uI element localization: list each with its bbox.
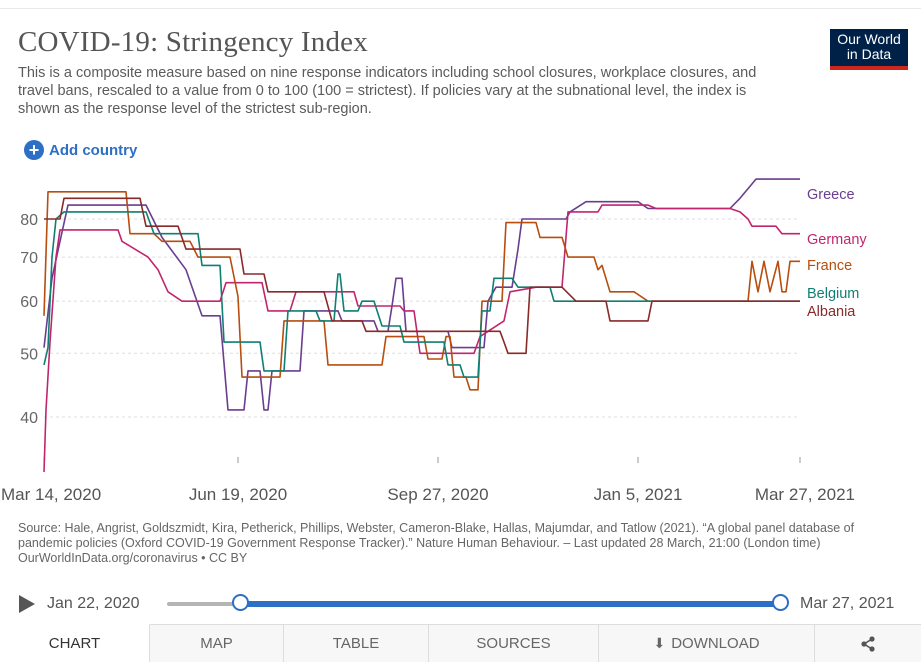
share-icon xyxy=(861,635,875,652)
timeline-end-handle[interactable] xyxy=(772,594,789,611)
axis-layer: 40 50 60 70 80 Mar 14, 2020 Jun 19, 2020 Sep 27… xyxy=(1,212,855,504)
timeline-start-label: Jan 22, 2020 xyxy=(47,595,140,612)
y-tick-label: 50 xyxy=(20,346,38,363)
tab-table[interactable]: TABLE xyxy=(284,625,429,662)
legend-layer: Greece Germany France Belgium Albania xyxy=(807,187,867,320)
series-line-belgium[interactable] xyxy=(43,211,800,378)
logo-line-1: Our World xyxy=(837,31,901,47)
timeline-end-label: Mar 27, 2021 xyxy=(800,595,895,612)
series-line-france[interactable] xyxy=(43,191,800,391)
timeline-track[interactable] xyxy=(167,602,241,606)
x-tick-label: Sep 27, 2020 xyxy=(387,485,488,504)
timeline[interactable]: Jan 22, 2020 Mar 27, 2021 xyxy=(0,590,921,620)
y-tick-label: 70 xyxy=(20,250,38,267)
tab-download[interactable]: ⬇ DOWNLOAD xyxy=(599,625,815,662)
tab-table-label: TABLE xyxy=(332,635,380,652)
x-tick-label: Mar 27, 2021 xyxy=(755,485,855,504)
legend-label-greece[interactable]: Greece xyxy=(807,187,855,203)
logo-line-2: in Data xyxy=(846,46,892,62)
x-tick-label: Jan 5, 2021 xyxy=(594,485,683,504)
series-line-albania[interactable] xyxy=(44,197,800,355)
tab-map[interactable]: MAP xyxy=(150,625,284,662)
share-button[interactable] xyxy=(815,625,921,662)
legend-label-albania[interactable]: Albania xyxy=(807,304,856,320)
chart-subtitle: This is a composite measure based on nin… xyxy=(18,65,757,117)
legend-label-france[interactable]: France xyxy=(807,258,852,274)
y-tick-label: 40 xyxy=(20,410,38,427)
play-icon[interactable] xyxy=(19,595,35,613)
x-tick-label: Jun 19, 2020 xyxy=(189,485,287,504)
source-note: Source: Hale, Angrist, Goldszmidt, Kira,… xyxy=(18,521,878,566)
tab-bar: CHART MAP TABLE SOURCES ⬇ DOWNLOAD xyxy=(0,624,921,662)
tab-map-label: MAP xyxy=(200,635,233,652)
series-layer xyxy=(43,178,800,473)
y-tick-label: 60 xyxy=(20,294,38,311)
tab-chart-label: CHART xyxy=(48,635,101,652)
plus-icon: + xyxy=(24,140,44,160)
series-line-greece[interactable] xyxy=(43,178,800,411)
tab-sources-label: SOURCES xyxy=(476,635,551,652)
owid-logo[interactable]: Our World in Data xyxy=(830,29,908,70)
top-border xyxy=(0,0,921,9)
add-country-button[interactable]: + Add country xyxy=(24,140,137,160)
timeline-start-handle[interactable] xyxy=(232,594,249,611)
x-tick-label: Mar 14, 2020 xyxy=(1,485,101,504)
chart-title: COVID-19: Stringency Index xyxy=(18,26,368,58)
series-line-germany[interactable] xyxy=(43,204,800,473)
download-icon: ⬇ xyxy=(653,635,666,651)
source-url[interactable]: OurWorldInData.org/coronavirus • CC BY xyxy=(18,551,248,565)
add-country-label: Add country xyxy=(49,141,138,159)
timeline-selected-range[interactable] xyxy=(241,601,781,607)
tab-sources[interactable]: SOURCES xyxy=(429,625,599,662)
legend-label-germany[interactable]: Germany xyxy=(807,232,867,248)
legend-label-belgium[interactable]: Belgium xyxy=(807,286,859,302)
tab-chart[interactable]: CHART xyxy=(0,624,150,662)
grid-layer xyxy=(44,218,800,418)
tab-download-label: DOWNLOAD xyxy=(671,635,760,652)
line-chart[interactable]: 40 50 60 70 80 Mar 14, 2020 Jun 19, 2020 Sep 27… xyxy=(0,170,921,510)
y-tick-label: 80 xyxy=(20,212,38,229)
source-citation: Source: Hale, Angrist, Goldszmidt, Kira,… xyxy=(18,521,855,550)
